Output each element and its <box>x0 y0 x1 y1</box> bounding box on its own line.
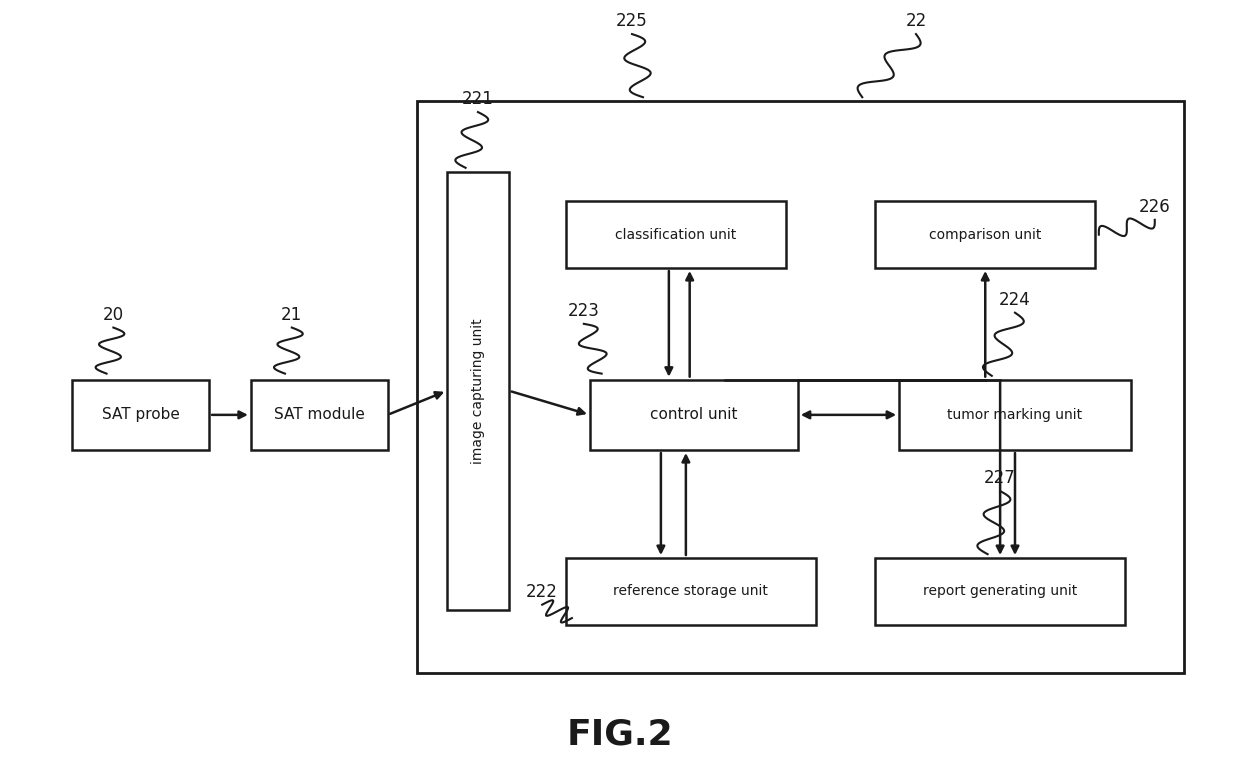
Text: classification unit: classification unit <box>616 228 737 241</box>
FancyBboxPatch shape <box>566 558 815 625</box>
Text: 22: 22 <box>906 12 927 30</box>
Text: 225: 225 <box>616 12 648 30</box>
Text: image capturing unit: image capturing unit <box>471 318 484 464</box>
FancyBboxPatch shape <box>875 558 1125 625</box>
FancyBboxPatch shape <box>72 379 209 450</box>
FancyBboxPatch shape <box>447 172 509 610</box>
FancyBboxPatch shape <box>250 379 388 450</box>
Text: control unit: control unit <box>650 407 737 423</box>
Text: SAT module: SAT module <box>274 407 364 423</box>
Text: 223: 223 <box>567 302 600 320</box>
Text: 224: 224 <box>999 291 1031 309</box>
Text: 221: 221 <box>462 91 494 108</box>
Text: FIG.2: FIG.2 <box>566 717 673 752</box>
Text: 222: 222 <box>527 583 558 601</box>
Text: 227: 227 <box>984 469 1016 488</box>
Text: comparison unit: comparison unit <box>929 228 1042 241</box>
FancyBboxPatch shape <box>590 379 798 450</box>
Text: 20: 20 <box>103 306 124 324</box>
Text: report generating unit: report generating unit <box>923 584 1077 598</box>
Text: 226: 226 <box>1139 198 1171 216</box>
Text: reference storage unit: reference storage unit <box>613 584 768 598</box>
FancyBboxPatch shape <box>566 201 786 268</box>
Text: tumor marking unit: tumor marking unit <box>948 408 1083 422</box>
Text: SAT probe: SAT probe <box>102 407 180 423</box>
FancyBboxPatch shape <box>900 379 1131 450</box>
Text: 21: 21 <box>281 306 302 324</box>
FancyBboxPatch shape <box>875 201 1095 268</box>
